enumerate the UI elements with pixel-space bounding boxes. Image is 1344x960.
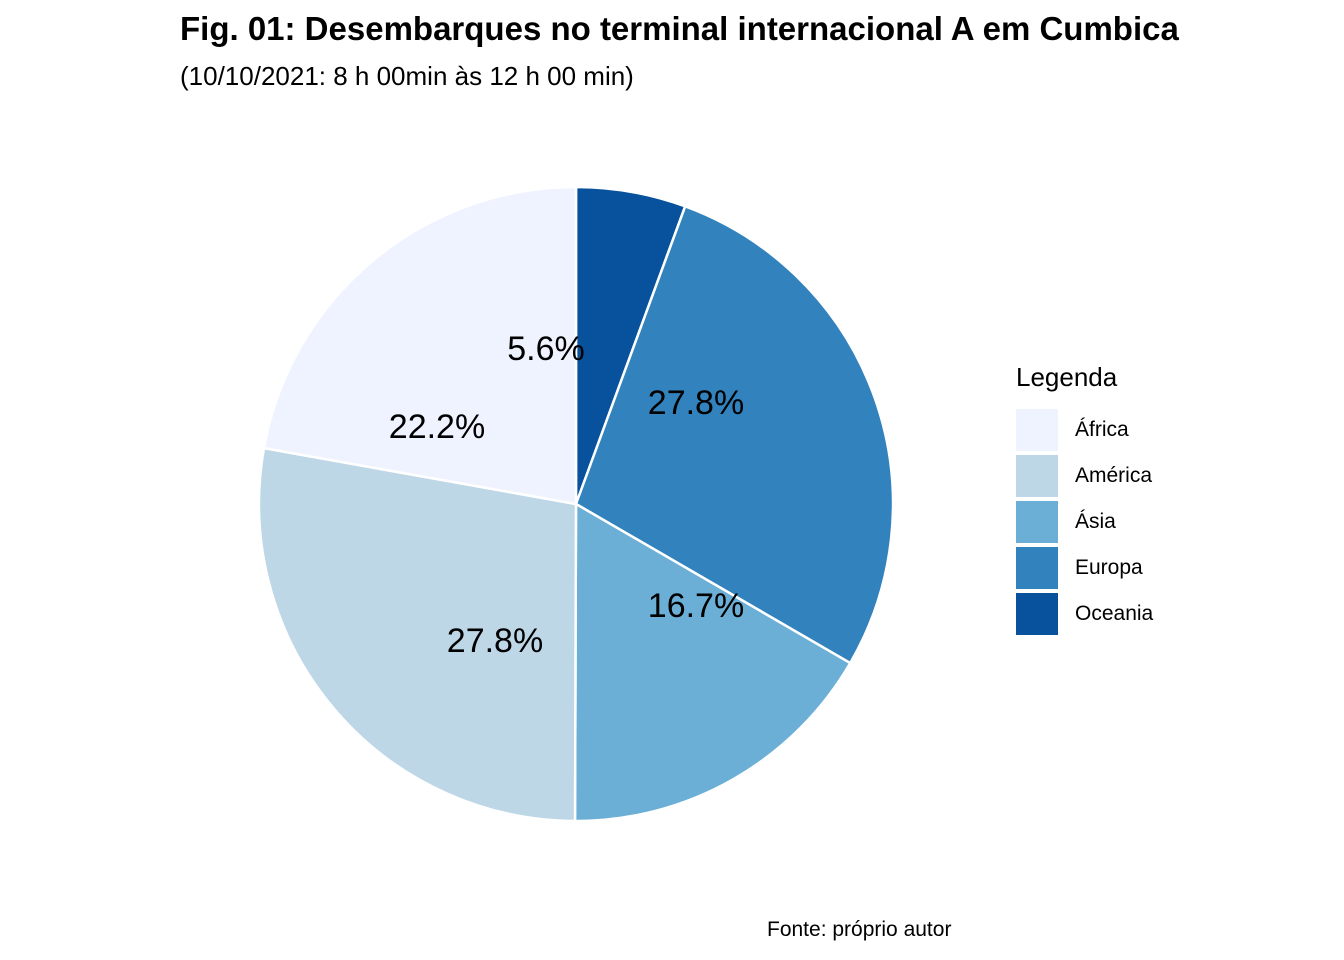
pie-label-2: 16.7% xyxy=(648,587,744,625)
pie-label-0: 22.2% xyxy=(389,408,485,446)
pie-slice-0 xyxy=(262,185,578,506)
chart-subtitle: (10/10/2021: 8 h 00min às 12 h 00 min) xyxy=(180,61,634,91)
pie-slices xyxy=(257,185,895,823)
legend-swatch-0 xyxy=(1016,409,1058,451)
pie-slice-1 xyxy=(257,446,578,823)
pie-label-1: 27.8% xyxy=(447,622,543,660)
pie-slice-2 xyxy=(573,501,852,823)
legend-item-4: Oceania xyxy=(1016,591,1153,637)
legend-label-1: América xyxy=(1075,464,1153,487)
legend-title: Legenda xyxy=(1016,362,1118,392)
legend-swatch-1 xyxy=(1016,455,1058,497)
legend-item-0: África xyxy=(1016,407,1153,453)
legend-items: África América Ásia Europa Oceania xyxy=(1016,407,1153,637)
pie-labels: 22.2% 27.8% 16.7% 27.8% 5.6% xyxy=(389,330,744,660)
legend-swatch-4 xyxy=(1016,593,1058,635)
pie-label-3: 27.8% xyxy=(648,384,744,422)
legend-item-3: Europa xyxy=(1016,545,1153,591)
legend-swatch-3 xyxy=(1016,547,1058,589)
legend-swatch-2 xyxy=(1016,501,1058,543)
legend-label-2: Ásia xyxy=(1075,510,1116,533)
legend-item-1: América xyxy=(1016,453,1153,499)
chart-title: Fig. 01: Desembarques no terminal intern… xyxy=(180,10,1179,47)
legend-label-3: Europa xyxy=(1075,556,1143,579)
legend-label-4: Oceania xyxy=(1075,602,1154,625)
legend-item-2: Ásia xyxy=(1016,499,1153,545)
legend: Legenda África América Ásia Europa Oceania xyxy=(1016,362,1153,637)
legend-label-0: África xyxy=(1075,418,1129,441)
chart-caption: Fonte: próprio autor xyxy=(767,918,952,941)
pie-label-4: 5.6% xyxy=(507,330,585,368)
